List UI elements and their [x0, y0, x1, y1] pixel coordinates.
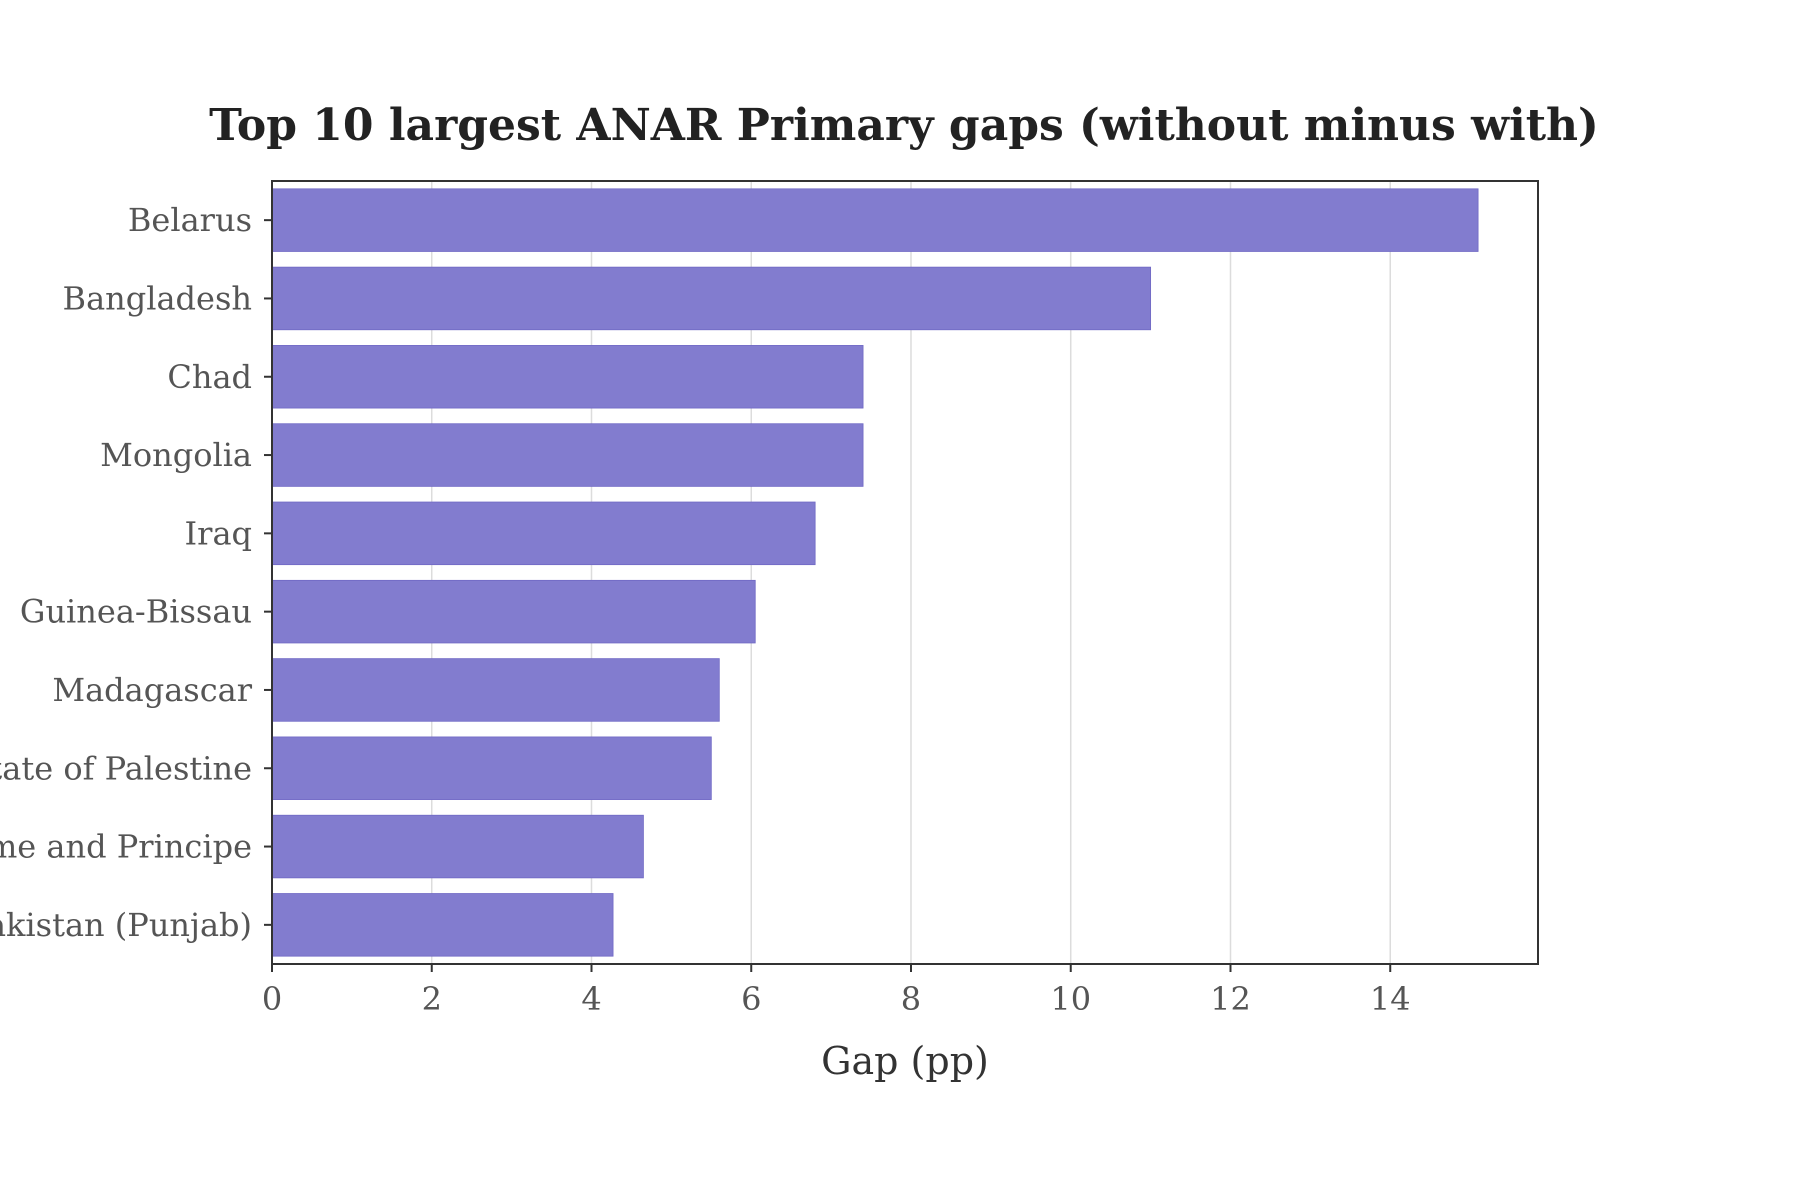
bar	[271, 188, 1479, 252]
bar	[271, 501, 816, 566]
x-tick-label: 8	[901, 980, 921, 1018]
category-label: Chad	[167, 358, 252, 396]
category-label: Sao Tome and Principe	[0, 828, 252, 866]
category-label: Belarus	[128, 201, 252, 239]
bar	[271, 266, 1152, 331]
x-tick-label: 2	[422, 980, 442, 1018]
x-tick-label: 0	[262, 980, 282, 1018]
x-axis-label: Gap (pp)	[821, 1039, 989, 1083]
bar	[271, 814, 644, 879]
category-label: Pakistan (Punjab)	[0, 906, 252, 944]
y-axis-ticks: Belarus Bangladesh Chad Mongolia Iraq Guinea-…	[0, 201, 272, 944]
bar	[271, 893, 614, 957]
category-label: Mongolia	[100, 436, 252, 474]
bar	[271, 658, 720, 722]
bar	[271, 423, 864, 487]
x-axis-ticks: 0 2 4 6 8 10 12 14	[262, 964, 1411, 1018]
category-label: Madagascar	[52, 671, 252, 709]
bars	[271, 188, 1479, 957]
bar	[271, 345, 864, 409]
category-label: Iraq	[185, 514, 253, 552]
chart-title: Top 10 largest ANAR Primary gaps (withou…	[209, 100, 1599, 151]
bar	[271, 579, 756, 644]
plot-frame	[271, 180, 1539, 965]
category-label: Guinea-Bissau	[20, 593, 252, 631]
bar	[271, 736, 712, 800]
x-tick-label: 14	[1370, 980, 1411, 1018]
x-tick-label: 4	[581, 980, 601, 1018]
x-tick-label: 10	[1050, 980, 1091, 1018]
x-tick-label: 6	[741, 980, 761, 1018]
category-label: Bangladesh	[63, 279, 252, 317]
category-label: State of Palestine	[0, 749, 252, 787]
x-tick-label: 12	[1210, 980, 1251, 1018]
